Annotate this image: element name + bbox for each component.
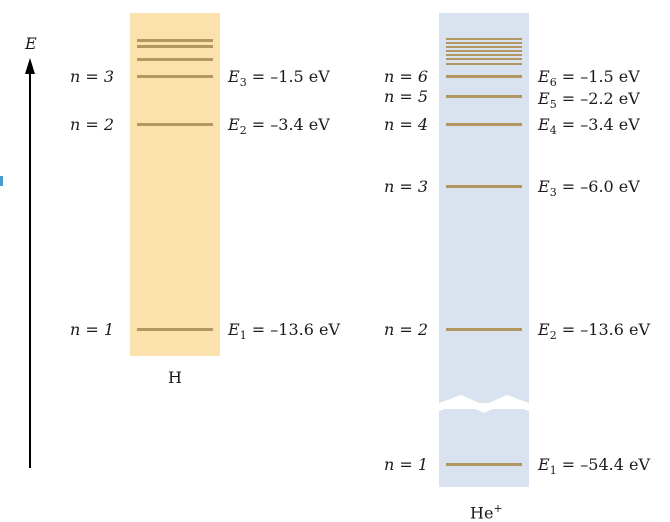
helium-energy-label: E6 = –1.5 eV [538,67,640,90]
helium-level-4 [446,123,522,126]
hydrogen-n-label: n = 1 [70,320,115,339]
hydrogen-band [130,13,220,356]
helium-band-lower [439,409,529,487]
helium-level-5 [446,95,522,98]
hydrogen-n-label: n = 3 [70,67,115,86]
helium-band-break [439,395,529,413]
hydrogen-high-level [137,45,213,48]
helium-level-2 [446,328,522,331]
energy-axis-label: E [25,34,37,53]
helium-high-level [446,38,522,40]
helium-band-upper [439,13,529,403]
hydrogen-energy-label: E3 = –1.5 eV [228,67,330,90]
helium-energy-label: E4 = –3.4 eV [538,115,640,138]
hydrogen-level-3 [137,75,213,78]
helium-n-label: n = 2 [384,320,429,339]
hydrogen-high-level [137,58,213,61]
helium-energy-label: E3 = –6.0 eV [538,177,640,200]
hydrogen-high-level [137,39,213,42]
helium-n-label: n = 3 [384,177,429,196]
helium-level-6 [446,75,522,78]
edge-mark [0,176,3,186]
helium-high-level [446,46,522,48]
helium-energy-label: E5 = –2.2 eV [538,89,640,112]
helium-band-label: He+ [470,502,503,522]
helium-energy-label: E1 = –54.4 eV [538,455,650,478]
hydrogen-energy-label: E1 = –13.6 eV [228,320,340,343]
hydrogen-level-1 [137,328,213,331]
helium-high-level [446,50,522,52]
helium-n-label: n = 5 [384,87,429,106]
helium-energy-label: E2 = –13.6 eV [538,320,650,343]
helium-high-level [446,42,522,44]
hydrogen-n-label: n = 2 [70,115,115,134]
helium-n-label: n = 4 [384,115,429,134]
hydrogen-band-label: H [168,368,182,387]
helium-high-level [446,54,522,56]
helium-level-1 [446,463,522,466]
helium-n-label: n = 1 [384,455,429,474]
helium-high-level [446,58,522,60]
helium-high-level [446,63,522,65]
helium-level-3 [446,185,522,188]
hydrogen-energy-label: E2 = –3.4 eV [228,115,330,138]
hydrogen-level-2 [137,123,213,126]
helium-n-label: n = 6 [384,67,429,86]
